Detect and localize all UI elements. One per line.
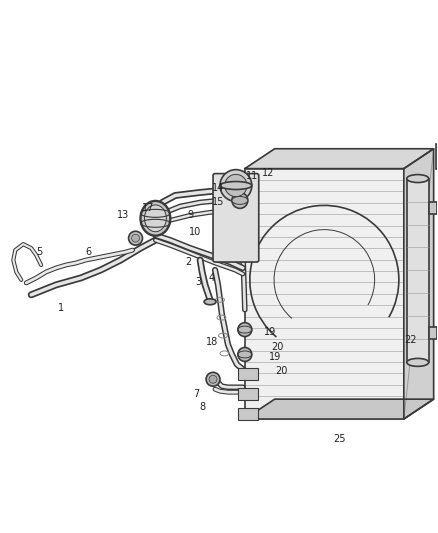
Text: 8: 8 — [199, 402, 205, 412]
Text: 20: 20 — [272, 343, 284, 352]
Ellipse shape — [407, 175, 429, 182]
Text: 2: 2 — [185, 257, 191, 267]
Text: 3: 3 — [195, 277, 201, 287]
Text: 17: 17 — [142, 204, 155, 213]
Polygon shape — [245, 399, 434, 419]
Circle shape — [220, 169, 252, 201]
Text: 4: 4 — [209, 273, 215, 283]
Text: 22: 22 — [405, 335, 417, 344]
Text: 1: 1 — [58, 303, 64, 313]
Text: 5: 5 — [36, 247, 42, 257]
Text: 19: 19 — [268, 352, 281, 362]
Circle shape — [238, 322, 252, 336]
Ellipse shape — [141, 201, 170, 236]
Ellipse shape — [232, 197, 248, 204]
Text: 7: 7 — [193, 389, 199, 399]
Ellipse shape — [145, 205, 166, 232]
Circle shape — [206, 373, 220, 386]
Text: 25: 25 — [333, 434, 346, 444]
Bar — [238, 368, 258, 380]
Bar — [429, 203, 437, 214]
Bar — [407, 179, 429, 362]
Polygon shape — [404, 149, 434, 419]
Polygon shape — [245, 168, 404, 419]
Polygon shape — [245, 149, 434, 168]
Circle shape — [129, 231, 142, 245]
Text: 18: 18 — [206, 336, 218, 346]
Text: 20: 20 — [276, 366, 288, 376]
Text: 6: 6 — [86, 247, 92, 257]
Circle shape — [232, 192, 248, 208]
Text: 19: 19 — [264, 327, 276, 336]
Circle shape — [238, 348, 252, 361]
Text: 12: 12 — [261, 167, 274, 177]
Ellipse shape — [204, 299, 216, 305]
Bar — [429, 327, 437, 338]
Text: 9: 9 — [187, 211, 193, 220]
Ellipse shape — [220, 182, 252, 190]
Bar — [238, 408, 258, 420]
Ellipse shape — [407, 358, 429, 366]
Circle shape — [225, 174, 247, 197]
Bar — [238, 388, 258, 400]
Bar — [436, 144, 438, 168]
Text: 13: 13 — [117, 211, 129, 220]
Text: 14: 14 — [212, 183, 224, 193]
Circle shape — [209, 375, 217, 383]
Circle shape — [131, 234, 140, 242]
FancyBboxPatch shape — [213, 174, 259, 262]
Text: 11: 11 — [246, 171, 258, 181]
Text: 15: 15 — [212, 197, 224, 207]
Text: 10: 10 — [189, 227, 201, 237]
